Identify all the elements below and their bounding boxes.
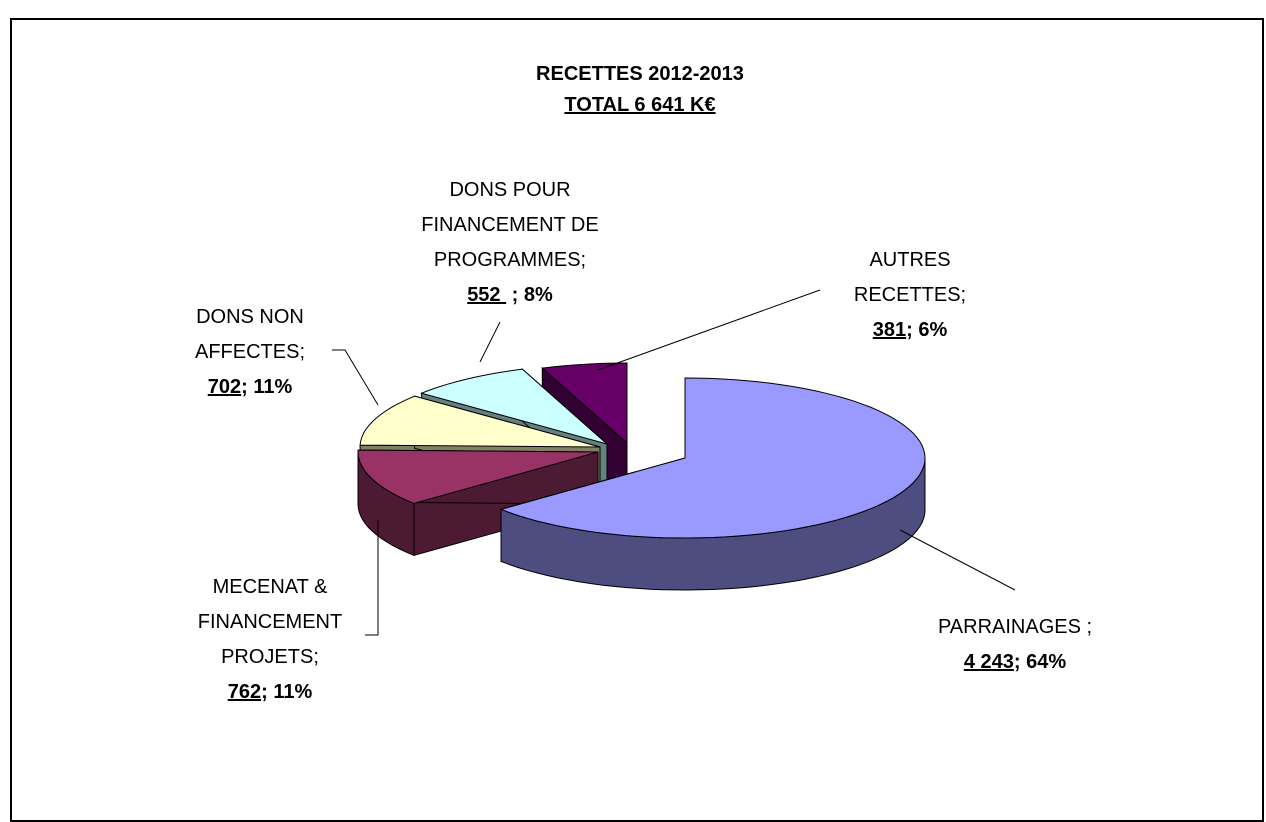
value-label: 381	[872, 319, 907, 341]
pie-slice	[499, 377, 926, 539]
data-label: DONS NON AFFECTES; 702; 11%	[165, 300, 335, 405]
category-label: DONS POUR FINANCEMENT DE PROGRAMMES;	[421, 179, 599, 271]
value-label-line: 762; 11%	[170, 675, 370, 710]
category-label: PARRAINAGES ;	[937, 616, 1093, 638]
subtitle-text: TOTAL 6 641 K€	[564, 94, 716, 116]
category-label: DONS NON AFFECTES;	[194, 306, 305, 363]
data-label: MECENAT & FINANCEMENT PROJETS; 762; 11%	[170, 570, 370, 710]
leader-line	[365, 520, 379, 636]
value-label-line: 381; 6%	[840, 313, 980, 348]
percent-label: ; 64%	[1013, 651, 1067, 673]
leader-line	[899, 529, 1016, 591]
percent-label: ; 11%	[261, 681, 313, 703]
value-label-line: 4 243; 64%	[905, 645, 1125, 680]
percent-label: ; 8%	[506, 284, 553, 306]
pie-slice	[357, 449, 599, 504]
leader-line	[479, 321, 501, 363]
data-label: AUTRES RECETTES; 381; 6%	[840, 243, 980, 348]
chart-subtitle: TOTAL 6 641 K€	[340, 88, 940, 123]
data-label: DONS POUR FINANCEMENT DE PROGRAMMES; 552 …	[390, 173, 630, 313]
percent-label: ; 11%	[241, 376, 293, 398]
value-label-line: 702; 11%	[165, 370, 335, 405]
value-label: 4 243	[963, 651, 1014, 673]
value-label: 762	[227, 681, 262, 703]
leader-line	[332, 349, 379, 406]
pie-slice	[420, 368, 608, 445]
data-label: PARRAINAGES ; 4 243; 64%	[905, 610, 1125, 680]
chart-title: RECETTES 2012-2013	[536, 63, 744, 85]
leader-line	[597, 289, 821, 371]
pie-slice	[541, 362, 628, 445]
value-label-line: 552 ; 8%	[390, 278, 630, 313]
percent-label: ; 6%	[906, 319, 948, 341]
category-label: MECENAT & FINANCEMENT PROJETS;	[197, 576, 343, 668]
category-label: AUTRES RECETTES;	[853, 249, 967, 306]
value-label: 552	[467, 284, 507, 306]
value-label: 702	[207, 376, 242, 398]
pie-slice	[359, 395, 601, 448]
